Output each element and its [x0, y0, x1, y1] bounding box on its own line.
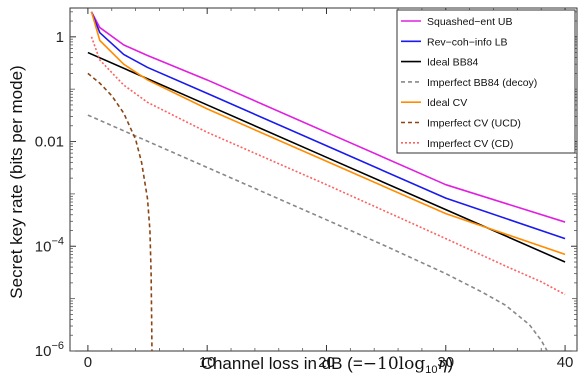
series-line	[90, 11, 566, 256]
series-line	[90, 11, 566, 240]
legend-label: Squashed−ent UB	[427, 16, 513, 28]
legend-box	[396, 9, 576, 154]
legend-label: Imperfect CV (UCD)	[427, 118, 521, 130]
x-tick-label: 0	[84, 354, 92, 371]
x-tick-label: 30	[437, 354, 454, 371]
y-tick-label: 0.01	[35, 134, 64, 151]
y-tick-label: 10−4	[35, 235, 64, 255]
x-tick-label: 40	[557, 354, 574, 371]
series-line	[87, 114, 548, 352]
plot-frame	[69, 7, 578, 352]
y-tick-label: 10−6	[35, 340, 64, 360]
legend-label: Ideal CV	[427, 97, 467, 109]
y-tick-label: 1	[56, 29, 64, 46]
y-axis-label: Secret key rate (bits per mode)	[7, 65, 26, 298]
series-layer	[87, 11, 566, 352]
legend-label: Imperfect CV (CD)	[427, 138, 513, 150]
series-line	[90, 11, 566, 223]
x-tick-label: 20	[318, 354, 335, 371]
series-line	[90, 36, 566, 296]
legend-label: Rev−coh−info LB	[427, 36, 508, 48]
legend: Squashed−ent UB Rev−coh−info LB Ideal BB84…	[396, 9, 576, 154]
legend-label: Ideal BB84	[427, 57, 479, 69]
series-line	[87, 72, 153, 352]
legend-label: Imperfect BB84 (decoy)	[427, 77, 537, 89]
x-tick-label: 10	[199, 354, 216, 371]
tick-labels: 0 10 20 30 40 1 0.01 10−4 10−6	[35, 29, 574, 371]
x-axis-label: Channel loss in dB (=−10log10η)	[201, 354, 454, 374]
